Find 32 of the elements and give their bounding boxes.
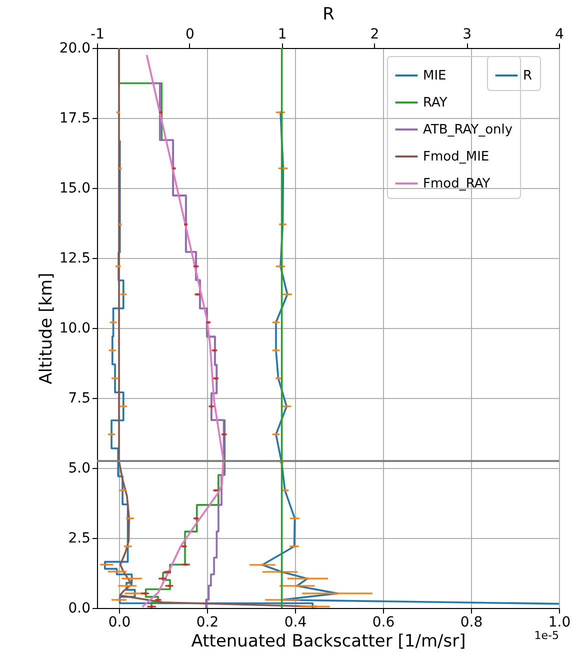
- y-tick-label: 0.0: [68, 600, 90, 616]
- y-axis-title: Altitude [km]: [36, 272, 56, 384]
- y-tick-label: 10.0: [59, 320, 90, 336]
- y-tick-label: 5.0: [68, 460, 90, 476]
- legend-label: Fmod_MIE: [423, 150, 490, 164]
- x2-tick-label: 0: [185, 26, 194, 42]
- legend-label: ATB_RAY_only: [423, 122, 513, 138]
- legend-label: MIE: [423, 68, 446, 84]
- y-tick-label: 20.0: [59, 40, 90, 56]
- line-series: [118, 48, 318, 608]
- x-tick-label: 0.8: [460, 614, 483, 630]
- x-tick-label: 1.0: [548, 614, 571, 630]
- x-tick-label: 0.6: [372, 614, 395, 630]
- text: 1e-5: [534, 629, 559, 642]
- legend-label: RAY: [423, 96, 448, 110]
- x2-axis-title: R: [322, 4, 335, 24]
- y-tick-label: 12.5: [59, 250, 90, 266]
- x-axis-title: Attenuated Backscatter [1/m/sr]: [191, 632, 466, 652]
- y-tick-label: 15.0: [59, 180, 90, 196]
- y-tick-label: 7.5: [68, 390, 90, 406]
- y-tick-label: 2.5: [68, 530, 90, 546]
- x2-tick-label: 4: [555, 26, 564, 42]
- x2-tick-label: 2: [370, 26, 380, 42]
- x2-tick-label: -1: [90, 26, 104, 42]
- x2-tick-label: 3: [462, 26, 472, 42]
- x-tick-label: 0.2: [196, 614, 219, 630]
- y-tick-label: 17.5: [59, 110, 90, 126]
- x2-tick-label: 1: [278, 26, 287, 42]
- legend-label: Fmod_RAY: [423, 176, 490, 192]
- x-tick-label: 0.4: [284, 614, 307, 630]
- x-tick-label: 0.0: [108, 614, 131, 630]
- legend-label: R: [523, 68, 532, 84]
